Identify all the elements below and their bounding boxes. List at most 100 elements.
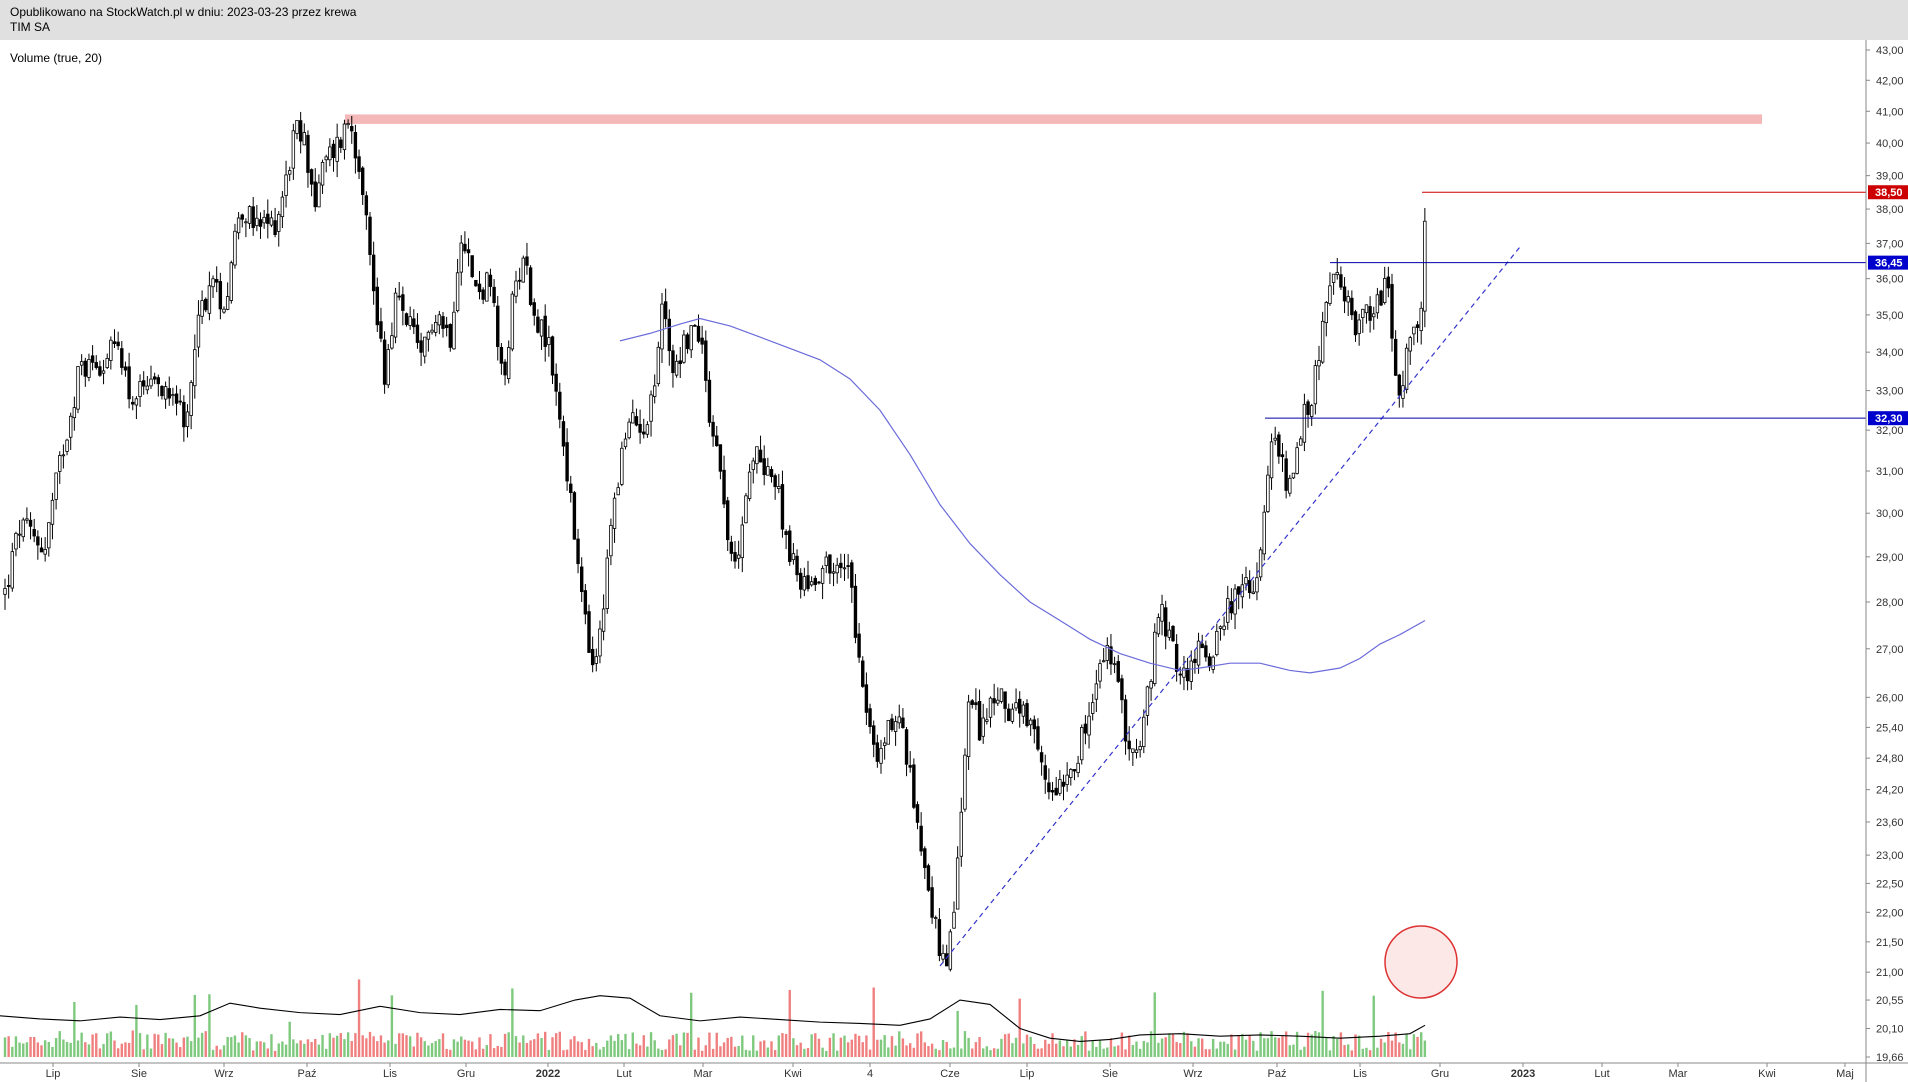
volume-bar (741, 1035, 744, 1057)
volume-bar (106, 1033, 109, 1057)
y-tick-label: 25,40 (1876, 722, 1904, 734)
volume-bar (525, 1043, 529, 1057)
volume-bar (449, 1049, 452, 1057)
volume-bar (679, 1045, 682, 1057)
candle-body (550, 336, 555, 376)
volume-bar (715, 1032, 718, 1057)
volume-bar (131, 1030, 134, 1057)
volume-bar (635, 1043, 638, 1057)
volume-bar (971, 1048, 974, 1057)
y-tick-label: 27,00 (1876, 644, 1904, 656)
candle-body (207, 285, 212, 314)
header-bar: Opublikowano na StockWatch.pl w dniu: 20… (0, 0, 1908, 40)
volume-bar (1284, 1031, 1288, 1057)
x-tick-label: Paź (1268, 1068, 1287, 1080)
volume-bar (1073, 1039, 1076, 1057)
volume-bar (478, 1037, 481, 1057)
volume-bar (288, 1021, 291, 1057)
volume-bar (18, 1042, 21, 1057)
volume-bar (325, 1048, 328, 1057)
candle-body (185, 411, 190, 427)
candle-body (1372, 313, 1376, 318)
volume-bar (1423, 1040, 1427, 1057)
candle-body (1127, 740, 1131, 750)
candle-body (802, 576, 807, 591)
volume-bar (627, 1049, 631, 1057)
candle-body (269, 217, 274, 226)
candle-body (740, 524, 744, 558)
volume-bar (927, 1046, 930, 1057)
volume-bar (43, 1040, 47, 1057)
y-tick-label: 30,00 (1876, 508, 1904, 520)
candle-body (766, 466, 770, 476)
volume-bar (354, 1033, 357, 1057)
volume-bar (744, 1049, 748, 1057)
candle-body (459, 242, 463, 273)
volume-bar (945, 1041, 948, 1057)
candle-body (1375, 294, 1380, 314)
candle-body (1160, 604, 1164, 622)
volume-bar (982, 1048, 985, 1057)
volume-bar (182, 1037, 186, 1057)
candle-body (1306, 401, 1310, 415)
candle-body (72, 407, 77, 419)
candle-body (152, 376, 157, 380)
volume-bar (197, 1037, 200, 1057)
volume-bar (492, 1048, 496, 1057)
candle-body (904, 729, 909, 765)
candle-body (1277, 434, 1281, 457)
volume-bar (737, 1045, 740, 1057)
volume-bar (168, 1038, 171, 1057)
y-tick-label: 26,00 (1876, 692, 1904, 704)
volume-bar (1274, 1037, 1277, 1057)
candle-body (715, 435, 719, 447)
candle-body (1196, 640, 1201, 666)
volume-bar (346, 1032, 350, 1057)
volume-bar (58, 1031, 61, 1057)
volume-bar (1241, 1033, 1244, 1057)
volume-bar (952, 1047, 956, 1057)
volume-bar (65, 1041, 69, 1057)
candle-body (1156, 617, 1161, 635)
volume-bar (985, 1046, 989, 1057)
candle-body (105, 357, 109, 368)
candle-body (1331, 273, 1336, 283)
volume-bar (51, 1046, 54, 1057)
price-chart[interactable]: 43,00 42,00 41,00 40,00 39,00 38,00 37,00 36,00… (0, 40, 1908, 1082)
volume-bar (992, 1048, 996, 1057)
candle-body (1273, 437, 1277, 441)
candle-body (999, 688, 1004, 702)
candle-body (474, 279, 478, 287)
volume-bar (1281, 1035, 1284, 1057)
candle-body (634, 416, 639, 426)
volume-bar (1350, 1050, 1354, 1057)
volume-bar (671, 1035, 675, 1057)
candle-body (992, 698, 996, 704)
volume-bar (398, 1033, 401, 1057)
volume-bar (419, 1037, 423, 1057)
candle-body (437, 314, 442, 326)
candle-body (704, 340, 708, 381)
volume-bar (565, 1049, 569, 1057)
volume-bar (321, 1034, 324, 1057)
candle-body (211, 278, 215, 288)
volume-bar (777, 1035, 780, 1057)
volume-bar (460, 1036, 463, 1057)
volume-bar (1336, 1038, 1339, 1057)
volume-bar (638, 1045, 642, 1057)
volume-bar (135, 1004, 138, 1057)
volume-bar (1339, 1032, 1343, 1057)
candle-body (977, 700, 982, 741)
x-axis: Lip Sie Wrz Paź Lis Gru 2022 Lut Mar Kwi 4 Cze Lip Si… (0, 1062, 1908, 1080)
price-label-box (1868, 411, 1908, 426)
volume-bar (1332, 1035, 1335, 1057)
candle-body (963, 754, 967, 810)
volume-bar (1306, 1032, 1310, 1057)
candle-body (751, 460, 755, 470)
candle-body (974, 702, 978, 706)
candle-body (718, 444, 723, 472)
candle-body (200, 300, 204, 317)
volume-bar (368, 1031, 372, 1057)
candle-body (627, 421, 631, 439)
candle-body (864, 684, 869, 713)
